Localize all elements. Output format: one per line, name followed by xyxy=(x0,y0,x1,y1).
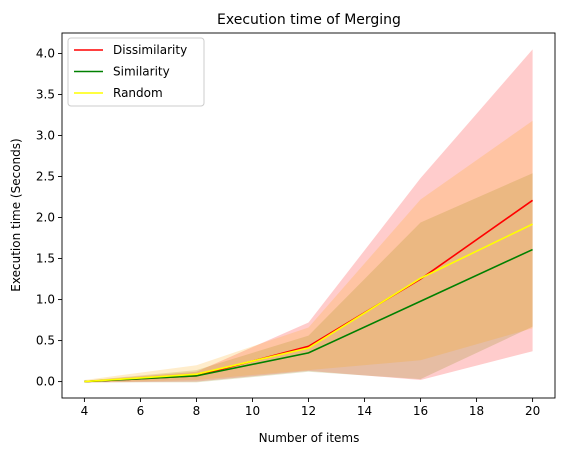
x-tick-label: 8 xyxy=(193,404,201,418)
y-tick-label: 2.5 xyxy=(36,170,55,184)
x-tick-label: 16 xyxy=(413,404,428,418)
legend-label-random: Random xyxy=(113,86,163,100)
band-random xyxy=(84,120,533,383)
y-tick-label: 2.0 xyxy=(36,211,55,225)
x-tick-label: 20 xyxy=(525,404,540,418)
y-tick-label: 1.5 xyxy=(36,252,55,266)
series-lines xyxy=(84,199,534,383)
y-axis-ticks: 0.0 0.5 1.0 1.5 2.0 2.5 3.0 3.5 4.0 xyxy=(36,47,62,389)
x-axis-ticks: 4 6 8 10 12 14 16 18 20 xyxy=(81,398,540,418)
legend-label-dissimilarity: Dissimilarity xyxy=(113,43,187,57)
legend-label-similarity: Similarity xyxy=(113,65,170,79)
line-similarity xyxy=(84,248,533,383)
y-tick-label: 1.0 xyxy=(36,293,55,307)
x-tick-label: 10 xyxy=(245,404,260,418)
line-random xyxy=(84,223,533,383)
y-tick-label: 3.5 xyxy=(36,88,55,102)
y-axis-label: Execution time (Seconds) xyxy=(9,138,23,291)
x-tick-label: 12 xyxy=(301,404,316,418)
x-tick-label: 14 xyxy=(357,404,372,418)
confidence-bands xyxy=(84,49,533,383)
x-tick-label: 18 xyxy=(469,404,484,418)
y-tick-label: 0.0 xyxy=(36,375,55,389)
band-dissimilarity xyxy=(84,49,533,383)
y-tick-label: 0.5 xyxy=(36,334,55,348)
y-tick-label: 4.0 xyxy=(36,47,55,61)
legend: Dissimilarity Similarity Random xyxy=(67,37,205,107)
y-tick-label: 3.0 xyxy=(36,129,55,143)
band-similarity xyxy=(84,173,533,383)
x-tick-label: 6 xyxy=(137,404,145,418)
x-axis-label: Number of items xyxy=(259,431,360,445)
chart-title: Execution time of Merging xyxy=(217,12,401,28)
legend-box xyxy=(67,37,205,107)
x-tick-label: 4 xyxy=(81,404,89,418)
